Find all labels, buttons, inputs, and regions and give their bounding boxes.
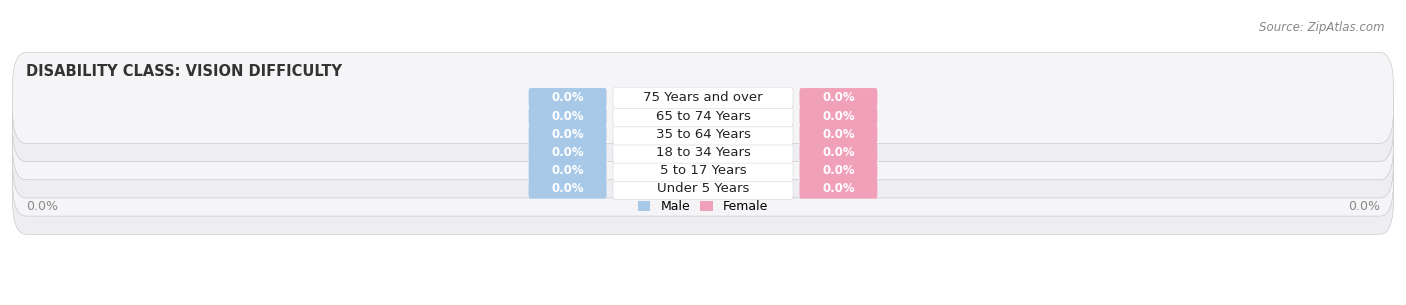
FancyBboxPatch shape [529,179,606,199]
FancyBboxPatch shape [13,143,1393,234]
Text: 0.0%: 0.0% [823,164,855,177]
FancyBboxPatch shape [13,125,1393,216]
Text: Source: ZipAtlas.com: Source: ZipAtlas.com [1260,21,1385,34]
Text: 0.0%: 0.0% [551,92,583,104]
FancyBboxPatch shape [613,105,793,127]
Text: 0.0%: 0.0% [823,109,855,123]
Text: DISABILITY CLASS: VISION DIFFICULTY: DISABILITY CLASS: VISION DIFFICULTY [25,64,342,79]
Text: 18 to 34 Years: 18 to 34 Years [655,146,751,159]
Text: 0.0%: 0.0% [823,92,855,104]
Text: 65 to 74 Years: 65 to 74 Years [655,109,751,123]
FancyBboxPatch shape [800,106,877,126]
Text: 0.0%: 0.0% [823,128,855,141]
Text: 0.0%: 0.0% [551,109,583,123]
FancyBboxPatch shape [13,89,1393,180]
Text: 0.0%: 0.0% [823,182,855,195]
Text: 0.0%: 0.0% [551,164,583,177]
FancyBboxPatch shape [800,143,877,162]
Text: 0.0%: 0.0% [823,146,855,159]
FancyBboxPatch shape [529,161,606,181]
FancyBboxPatch shape [13,52,1393,143]
FancyBboxPatch shape [613,142,793,163]
FancyBboxPatch shape [613,87,793,109]
Text: 0.0%: 0.0% [551,146,583,159]
Text: 5 to 17 Years: 5 to 17 Years [659,164,747,177]
FancyBboxPatch shape [13,107,1393,198]
Text: 0.0%: 0.0% [551,128,583,141]
FancyBboxPatch shape [800,124,877,144]
Text: 0.0%: 0.0% [551,182,583,195]
FancyBboxPatch shape [613,160,793,181]
FancyBboxPatch shape [529,88,606,108]
Text: 0.0%: 0.0% [25,200,58,213]
FancyBboxPatch shape [613,124,793,145]
FancyBboxPatch shape [13,70,1393,162]
Text: Under 5 Years: Under 5 Years [657,182,749,195]
Text: 75 Years and over: 75 Years and over [643,92,763,104]
FancyBboxPatch shape [529,106,606,126]
FancyBboxPatch shape [529,143,606,162]
FancyBboxPatch shape [613,178,793,199]
FancyBboxPatch shape [529,124,606,144]
Text: 35 to 64 Years: 35 to 64 Years [655,128,751,141]
Text: 0.0%: 0.0% [1348,200,1381,213]
FancyBboxPatch shape [800,88,877,108]
FancyBboxPatch shape [800,179,877,199]
FancyBboxPatch shape [800,161,877,181]
Legend: Male, Female: Male, Female [633,195,773,218]
